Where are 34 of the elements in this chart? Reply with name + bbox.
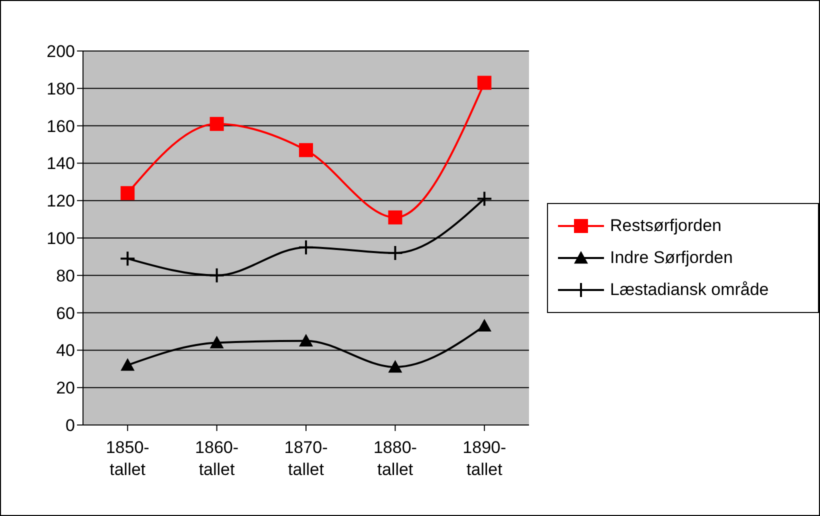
point	[210, 116, 224, 131]
x-tick-label: 1890-tallet	[462, 438, 506, 479]
point	[210, 336, 224, 348]
point	[477, 318, 492, 332]
y-tick-label: 60	[56, 304, 75, 323]
point	[208, 267, 225, 284]
legend-label: Indre Sørfjorden	[610, 248, 733, 268]
y-tick-label: 120	[46, 192, 75, 211]
point	[120, 250, 136, 267]
point	[120, 358, 135, 371]
x-tick-label: 1870-tallet	[284, 438, 328, 479]
x-tick-label: 1850-tallet	[106, 438, 150, 479]
y-tick-label: 200	[46, 42, 75, 62]
y-tick-label: 140	[46, 154, 75, 174]
y-tick-label: 180	[46, 79, 75, 98]
point	[477, 76, 492, 90]
point	[476, 190, 492, 207]
y-tick-label: 40	[56, 341, 75, 360]
y-tick-label: 20	[56, 378, 75, 398]
x-tick-label: 1860-tallet	[195, 438, 239, 479]
y-tick-label: 0	[66, 416, 75, 436]
point	[299, 334, 313, 346]
legend-label: Restsørfjorden	[610, 216, 722, 236]
point	[298, 239, 314, 256]
point	[120, 186, 135, 200]
x-tick-label: 1880-tallet	[373, 438, 417, 479]
y-tick-label: 160	[46, 116, 75, 136]
point	[388, 360, 402, 373]
point	[387, 244, 404, 261]
legend-label: Læstadiansk område	[610, 280, 769, 300]
y-tick-label: 100	[46, 229, 75, 248]
point	[299, 143, 313, 158]
y-tick-label: 80	[56, 266, 75, 286]
point	[388, 210, 402, 224]
